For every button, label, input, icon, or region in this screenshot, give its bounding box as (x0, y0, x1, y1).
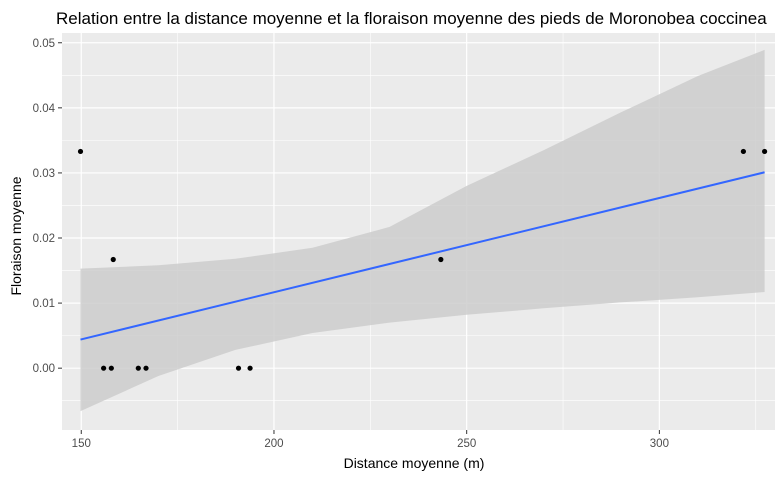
x-tick-label: 300 (650, 438, 669, 450)
data-point (77, 148, 84, 155)
data-point (110, 256, 116, 263)
y-tick-label: 0.02 (33, 233, 55, 245)
data-point (108, 365, 114, 371)
data-point (247, 365, 253, 371)
data-points (77, 148, 768, 371)
y-tick-label: 0.05 (33, 38, 55, 50)
data-point (135, 365, 141, 371)
x-axis-label: Distance moyenne (m) (344, 455, 485, 471)
data-point (235, 365, 242, 371)
data-point (761, 148, 768, 155)
y-tick-label: 0.03 (33, 168, 55, 180)
x-tick-label: 250 (457, 438, 476, 450)
y-tick-label: 0.01 (33, 298, 55, 310)
x-tick-label: 200 (264, 438, 283, 450)
data-point (438, 256, 444, 263)
y-tick-label: 0.04 (33, 103, 56, 115)
y-axis-label: Floraison moyenne (8, 176, 24, 295)
y-axis-ticks: 0.00 0.01 0.02 0.03 0.04 0.05 (33, 38, 62, 375)
data-point (143, 365, 149, 371)
data-point (740, 148, 746, 155)
chart-title: Relation entre la distance moyenne et la… (56, 9, 767, 28)
confidence-band (80, 49, 765, 412)
y-tick-label: 0.00 (33, 363, 55, 375)
data-point (101, 365, 107, 371)
regression-line (80, 171, 765, 341)
x-axis-ticks: 150 200 250 300 (72, 430, 669, 450)
x-tick-label: 150 (72, 438, 91, 450)
